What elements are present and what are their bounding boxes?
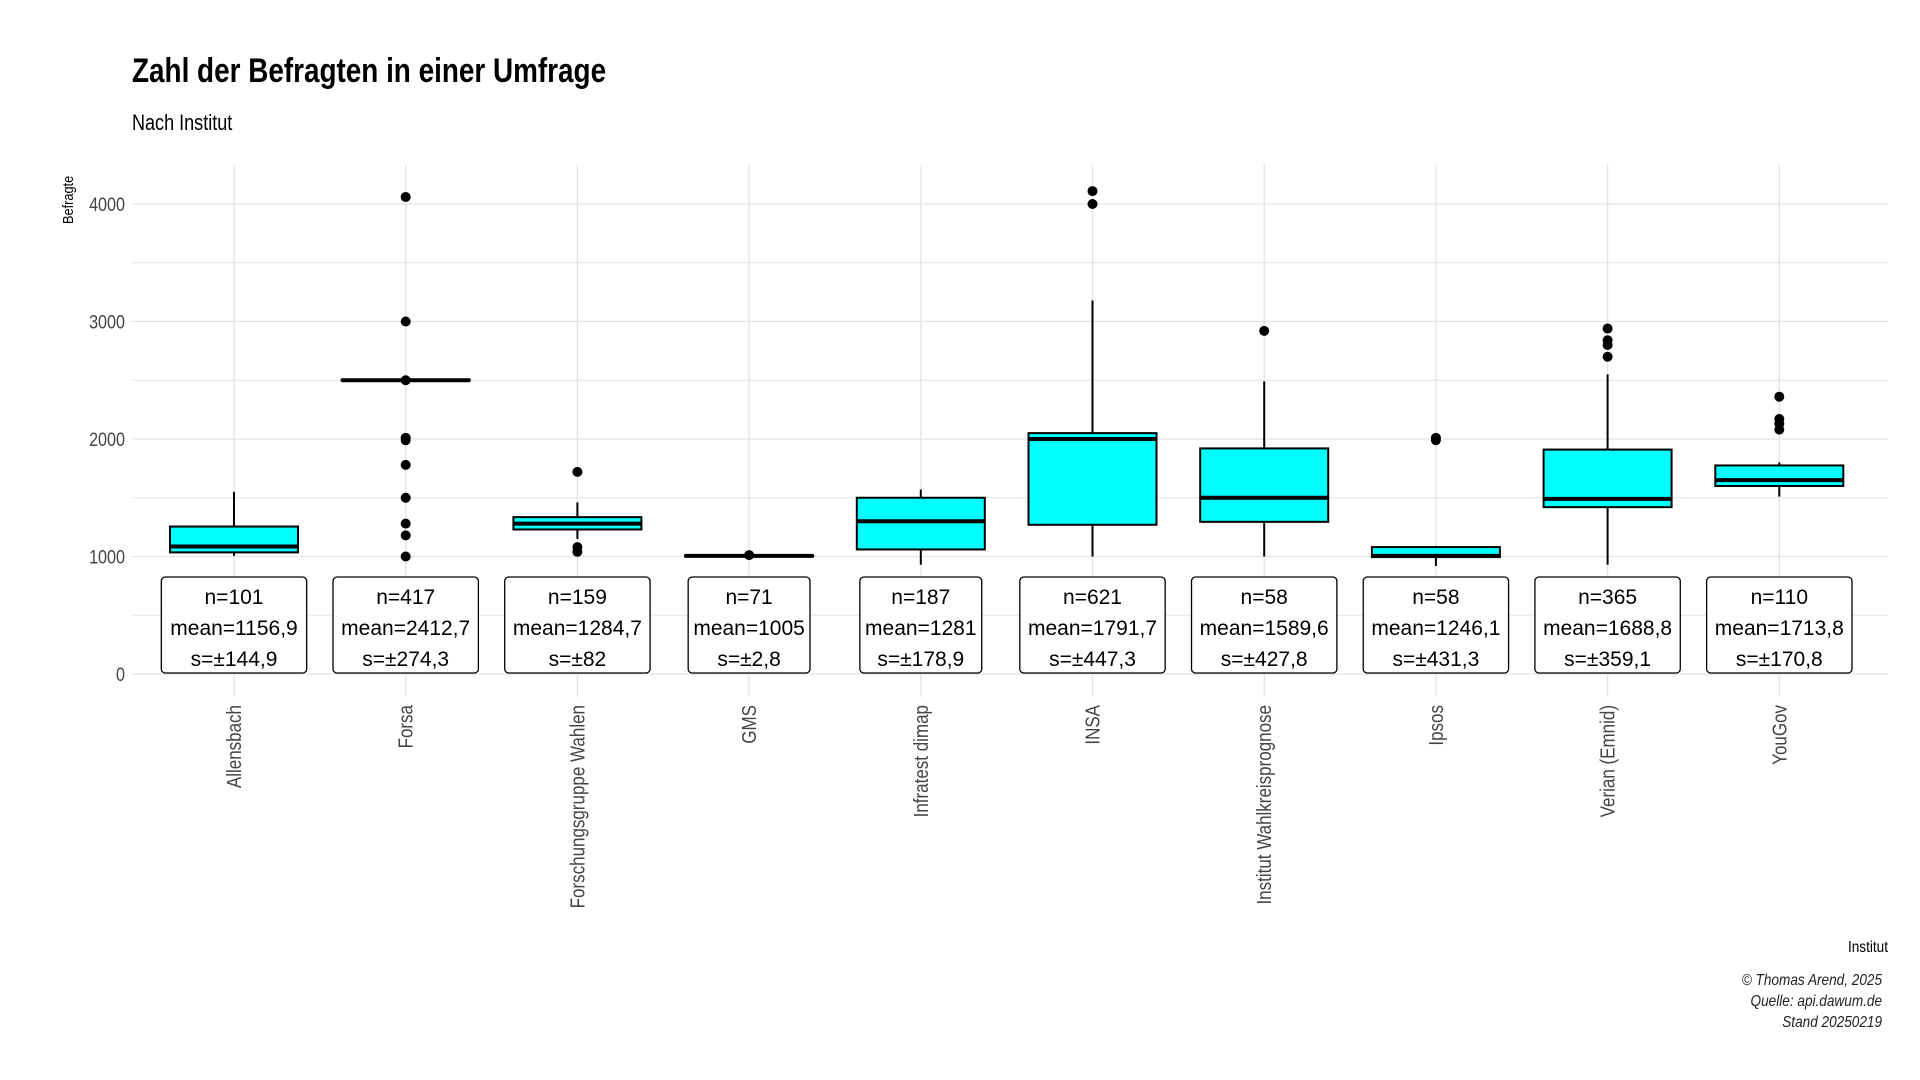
x-tick-label: Ipsos: [1425, 705, 1448, 746]
caption-source: Quelle: api.dawum.de: [1750, 993, 1882, 1010]
x-tick-label: GMS: [738, 705, 761, 744]
box-iqr: [1199, 447, 1330, 523]
outlier-point: [400, 530, 411, 541]
x-tick-label: Forsa: [394, 704, 417, 748]
outlier-point: [1087, 186, 1098, 197]
outlier-point: [400, 551, 411, 562]
outlier-point: [400, 191, 411, 202]
outlier-point: [400, 492, 411, 503]
stats-n-label: n=71: [725, 586, 772, 609]
stats-mean-label: mean=2412,7: [341, 617, 470, 640]
stats-sd-label: s=±2,8: [717, 648, 780, 671]
stats-sd-label: s=±447,3: [1049, 648, 1136, 671]
x-tick-label: Infratest dimap: [909, 705, 932, 817]
outlier-point: [400, 375, 411, 386]
x-tick-label: Verian (Emnid): [1596, 705, 1619, 817]
box-institut-wahlkreisprognose: n=58 mean=1589,6 s=±427,8 Institut Wahlkrei…: [1190, 325, 1338, 905]
outlier-point: [1430, 435, 1441, 446]
x-tick-label: Forschungsgruppe Wahlen: [566, 705, 589, 908]
outlier-point: [400, 518, 411, 529]
stats-n-label: n=621: [1063, 586, 1122, 609]
stats-sd-label: s=±82: [549, 648, 607, 671]
box-iqr: [855, 496, 986, 551]
x-tick-label: Institut Wahlkreisprognose: [1253, 705, 1276, 905]
stats-n-label: n=58: [1412, 586, 1459, 609]
stats-label-box: [1019, 576, 1166, 674]
box-yougov: n=110 mean=1713,8 s=±170,8 YouGov: [1705, 391, 1853, 765]
outlier-point: [744, 550, 755, 561]
stats-label-box: [687, 576, 811, 674]
y-tick-label: 0: [116, 664, 125, 686]
stats-sd-label: s=±274,3: [362, 648, 449, 671]
stats-label-box: [1362, 576, 1510, 674]
outlier-point: [1259, 325, 1270, 336]
stats-mean-label: mean=1589,6: [1200, 617, 1329, 640]
stats-label-box: [859, 576, 983, 674]
stats-label-box: [1190, 576, 1338, 674]
chart-subtitle: Nach Institut: [132, 110, 233, 135]
y-tick-label: 4000: [89, 194, 125, 216]
box-ipsos: n=58 mean=1246,1 s=±431,3 Ipsos: [1362, 432, 1510, 746]
outlier-point: [1602, 340, 1613, 350]
box-iqr: [1714, 464, 1845, 487]
stats-mean-label: mean=1688,8: [1543, 617, 1672, 640]
box-verian-emnid-: n=365 mean=1688,8 s=±359,1 Verian (Emnid): [1534, 323, 1681, 817]
stats-n-label: n=101: [205, 586, 264, 609]
box-forschungsgruppe-wahlen: n=159 mean=1284,7 s=±82 Forschungsgruppe Wa…: [504, 466, 651, 908]
box-iqr: [1027, 432, 1158, 526]
stats-sd-label: s=±170,8: [1736, 648, 1823, 671]
stats-label-box: [1705, 576, 1853, 674]
box-forsa: n=417 mean=2412,7 s=±274,3 Forsa: [332, 191, 480, 748]
outlier-point: [400, 435, 411, 446]
stats-n-label: n=417: [376, 586, 435, 609]
stats-label-box: [332, 576, 480, 674]
box-gms: n=71 mean=1005 s=±2,8 GMS: [684, 550, 815, 744]
x-tick-label: INSA: [1081, 704, 1104, 744]
x-tick-label: YouGov: [1768, 704, 1791, 764]
stats-n-label: n=365: [1578, 586, 1637, 609]
stats-n-label: n=187: [891, 586, 950, 609]
stats-n-label: n=58: [1241, 586, 1288, 609]
y-tick-label: 2000: [89, 429, 125, 451]
stats-mean-label: mean=1284,7: [513, 617, 642, 640]
x-axis-label: Institut: [1848, 939, 1889, 956]
box-infratest-dimap: n=187 mean=1281 s=±178,9 Infratest dimap: [855, 489, 986, 817]
stats-mean-label: mean=1281: [865, 617, 977, 640]
stats-label-box: [504, 576, 651, 674]
stats-sd-label: s=±178,9: [877, 648, 964, 671]
outlier-point: [1602, 323, 1613, 334]
y-tick-label: 3000: [89, 311, 125, 333]
stats-mean-label: mean=1713,8: [1715, 617, 1844, 640]
x-tick-label: Allensbach: [223, 705, 246, 788]
stats-sd-label: s=±359,1: [1564, 648, 1651, 671]
stats-n-label: n=110: [1751, 586, 1808, 609]
caption-date: Stand 20250219: [1782, 1014, 1882, 1031]
caption-copyright: © Thomas Arend, 2025: [1741, 972, 1882, 989]
stats-n-label: n=159: [548, 586, 607, 609]
stats-mean-label: mean=1791,7: [1028, 617, 1157, 640]
y-axis-label: Befragte: [59, 176, 76, 224]
box-allensbach: n=101 mean=1156,9 s=±144,9 Allensbach: [160, 491, 308, 788]
box-insa: n=621 mean=1791,7 s=±447,3 INSA: [1019, 186, 1166, 745]
stats-mean-label: mean=1156,9: [170, 617, 297, 640]
stats-mean-label: mean=1005: [693, 617, 805, 640]
stats-mean-label: mean=1246,1: [1371, 617, 1500, 640]
chart-title: Zahl der Befragten in einer Umfrage: [132, 52, 607, 90]
stats-sd-label: s=±431,3: [1392, 648, 1479, 671]
stats-sd-label: s=±427,8: [1221, 648, 1308, 671]
stats-label-box: [160, 576, 308, 674]
caption: © Thomas Arend, 2025 Quelle: api.dawum.d…: [1742, 970, 1882, 1033]
outlier-point: [1774, 424, 1785, 435]
stats-sd-label: s=±144,9: [191, 648, 278, 671]
y-tick-label: 1000: [89, 546, 125, 568]
stats-label-box: [1534, 576, 1681, 674]
outlier-point: [1602, 351, 1613, 362]
outlier-point: [1774, 391, 1785, 402]
outlier-point: [572, 546, 583, 557]
outlier-point: [572, 466, 583, 477]
outlier-point: [1087, 199, 1098, 209]
outlier-point: [400, 459, 411, 470]
outlier-point: [400, 316, 411, 327]
